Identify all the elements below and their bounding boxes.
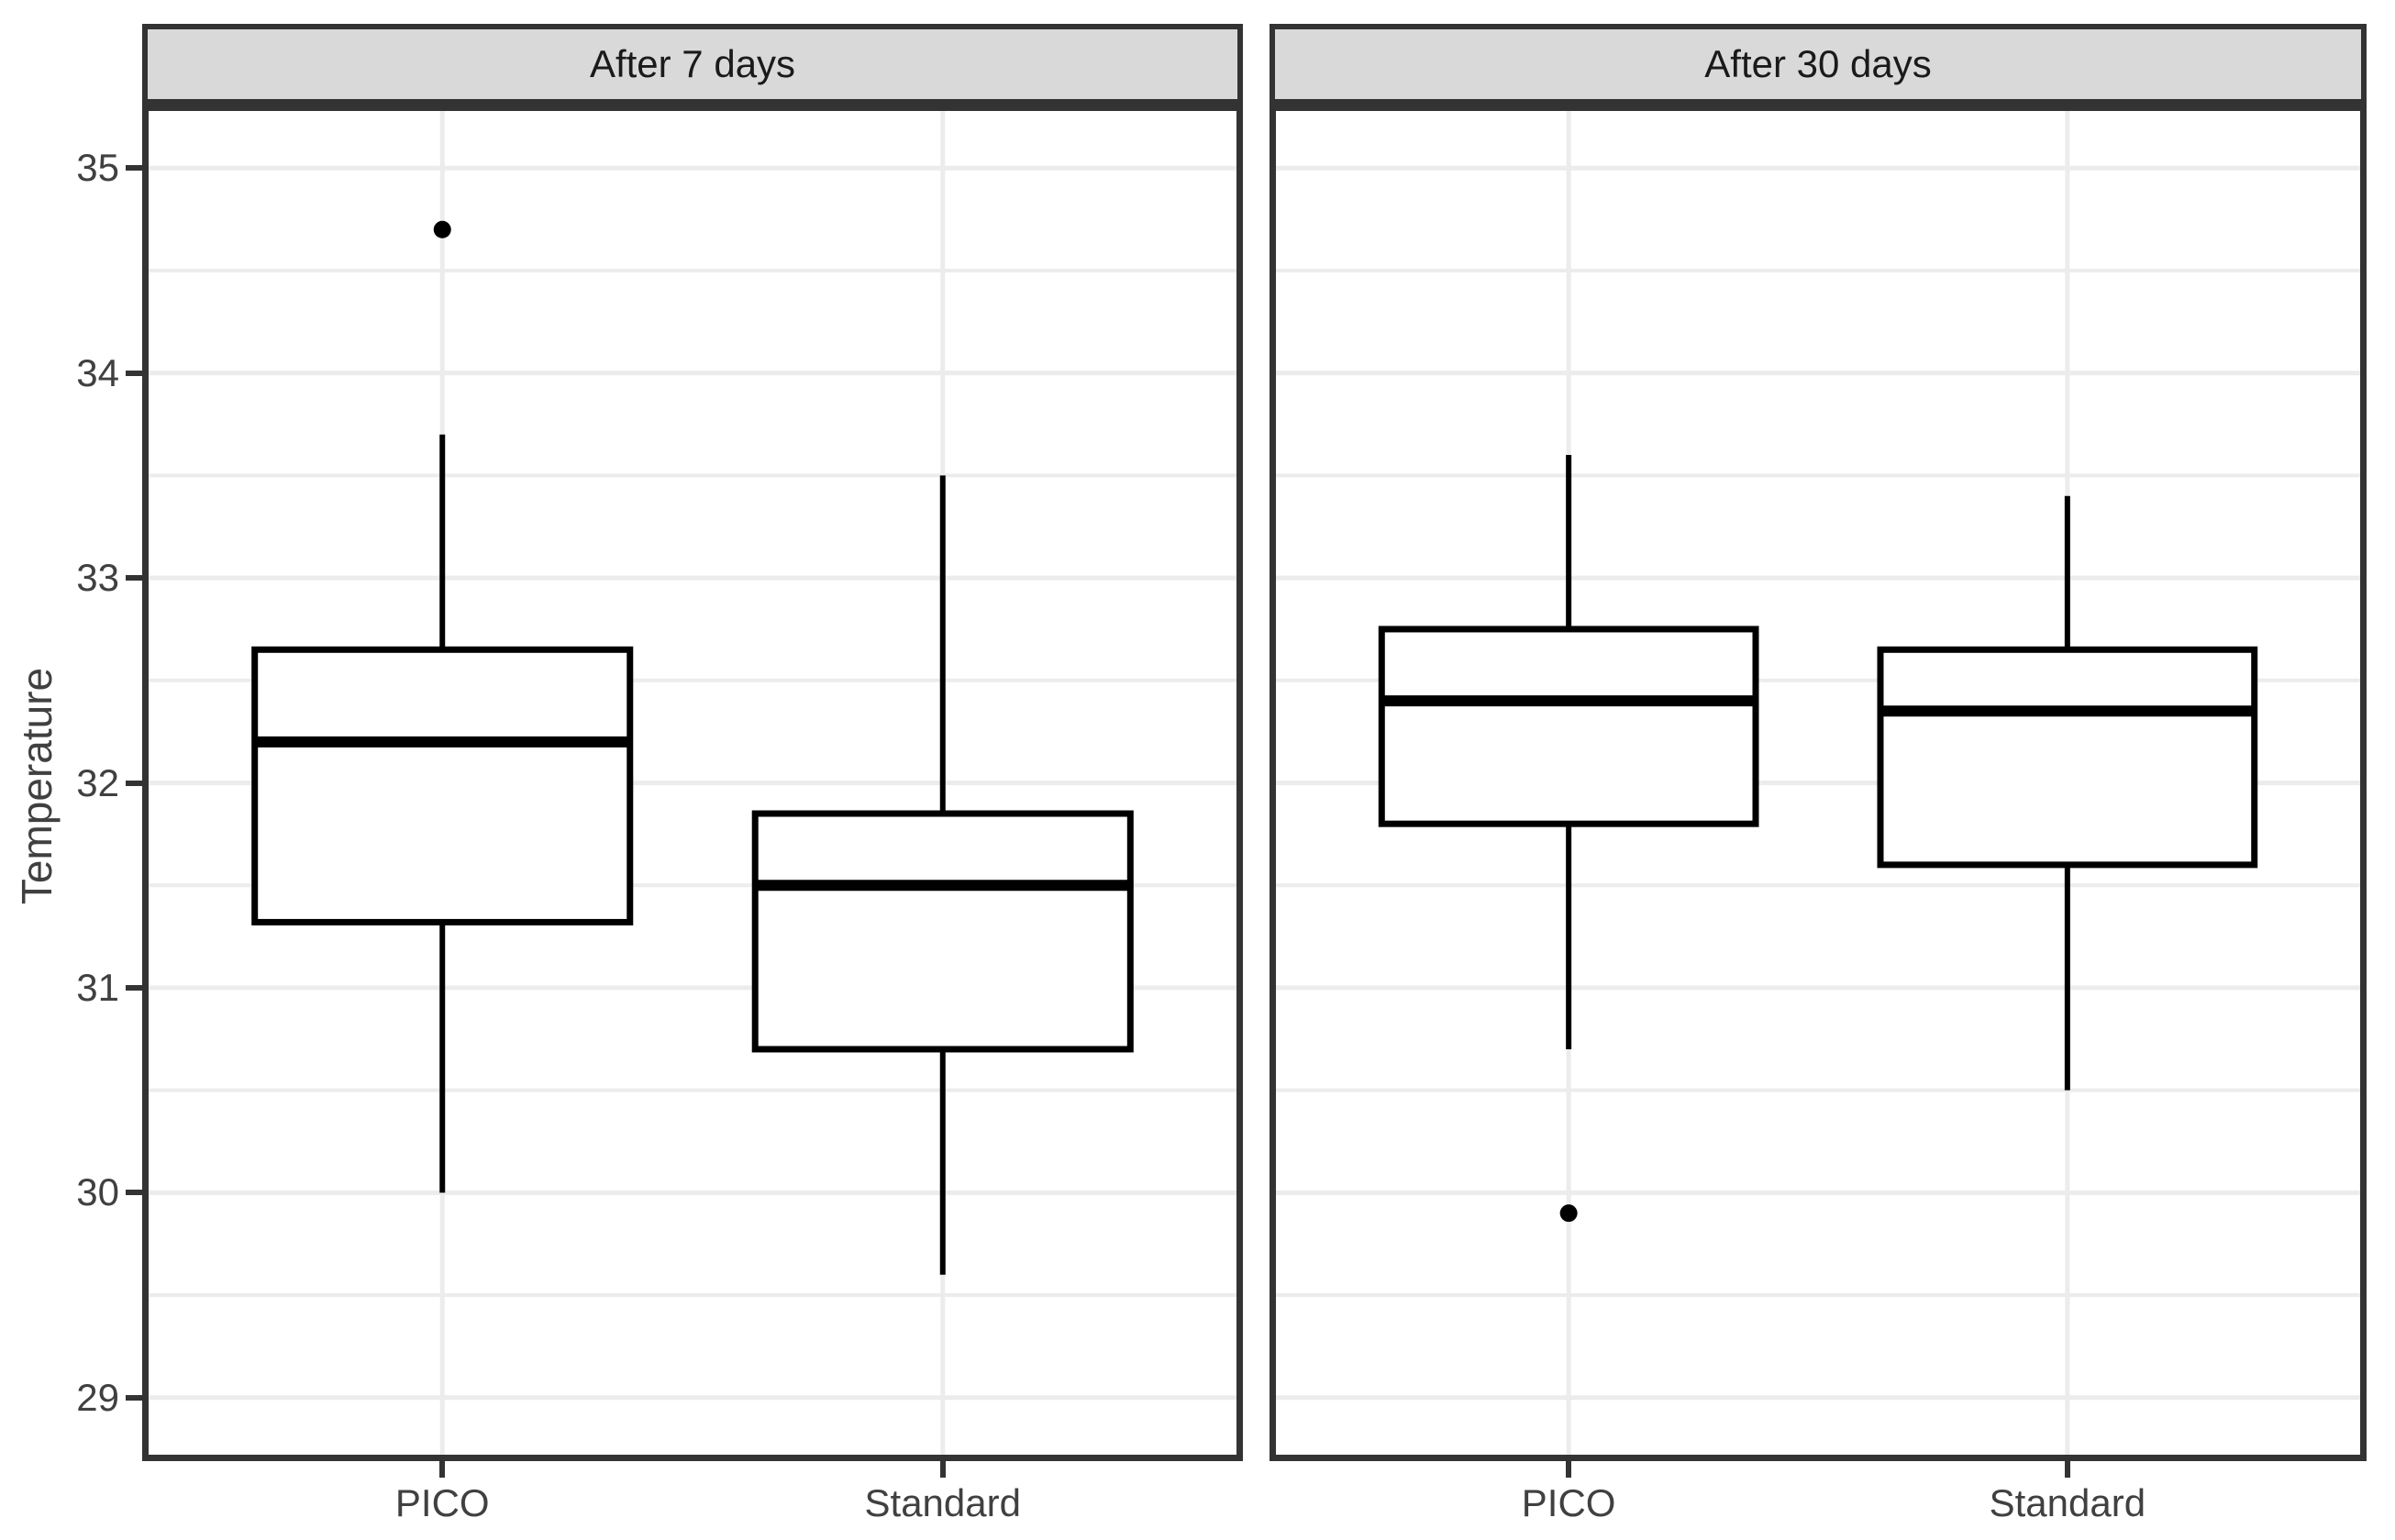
facet-panel-after-30-days [1270,105,2367,1461]
x-tick-mark [2064,1461,2070,1478]
facet-strip-label: After 7 days [589,42,796,85]
y-axis-label: 34 [76,350,119,394]
outlier-point [1559,1204,1578,1223]
y-axis-label: 33 [76,556,119,600]
y-axis-label: 32 [76,760,119,804]
facet-strip-after-30-days: After 30 days [1270,24,2367,105]
outlier-point [433,220,451,238]
facet-panel-after-7-days [142,105,1243,1461]
x-tick-mark [1566,1461,1572,1478]
panel-border [1270,105,2367,1461]
y-axis-label: 30 [76,1170,119,1214]
y-axis-label: 31 [76,965,119,1009]
facet-strip-label: After 30 days [1704,42,1932,85]
y-tick-mark [126,370,142,376]
x-axis-label: PICO [1521,1481,1616,1524]
x-tick-mark [939,1461,946,1478]
y-axis-label: 29 [76,1375,119,1419]
x-axis-label: Standard [864,1481,1021,1524]
x-axis-label: Standard [1989,1481,2146,1524]
panel-border [142,105,1243,1461]
panel-canvas [1270,105,2367,1461]
x-axis-label: PICO [394,1481,490,1524]
y-tick-mark [126,575,142,582]
iqr-box [751,810,1134,1053]
iqr-box [1877,646,2258,869]
y-tick-mark [126,984,142,991]
y-tick-mark [126,1190,142,1196]
iqr-box [1378,626,1759,827]
y-tick-mark [126,165,142,172]
y-axis-label: 35 [76,146,119,190]
y-tick-mark [126,1394,142,1401]
x-tick-mark [439,1461,446,1478]
facet-strip-after-7-days: After 7 days [142,24,1243,105]
y-tick-mark [126,780,142,786]
iqr-box [251,646,634,925]
panel-canvas [142,105,1243,1461]
